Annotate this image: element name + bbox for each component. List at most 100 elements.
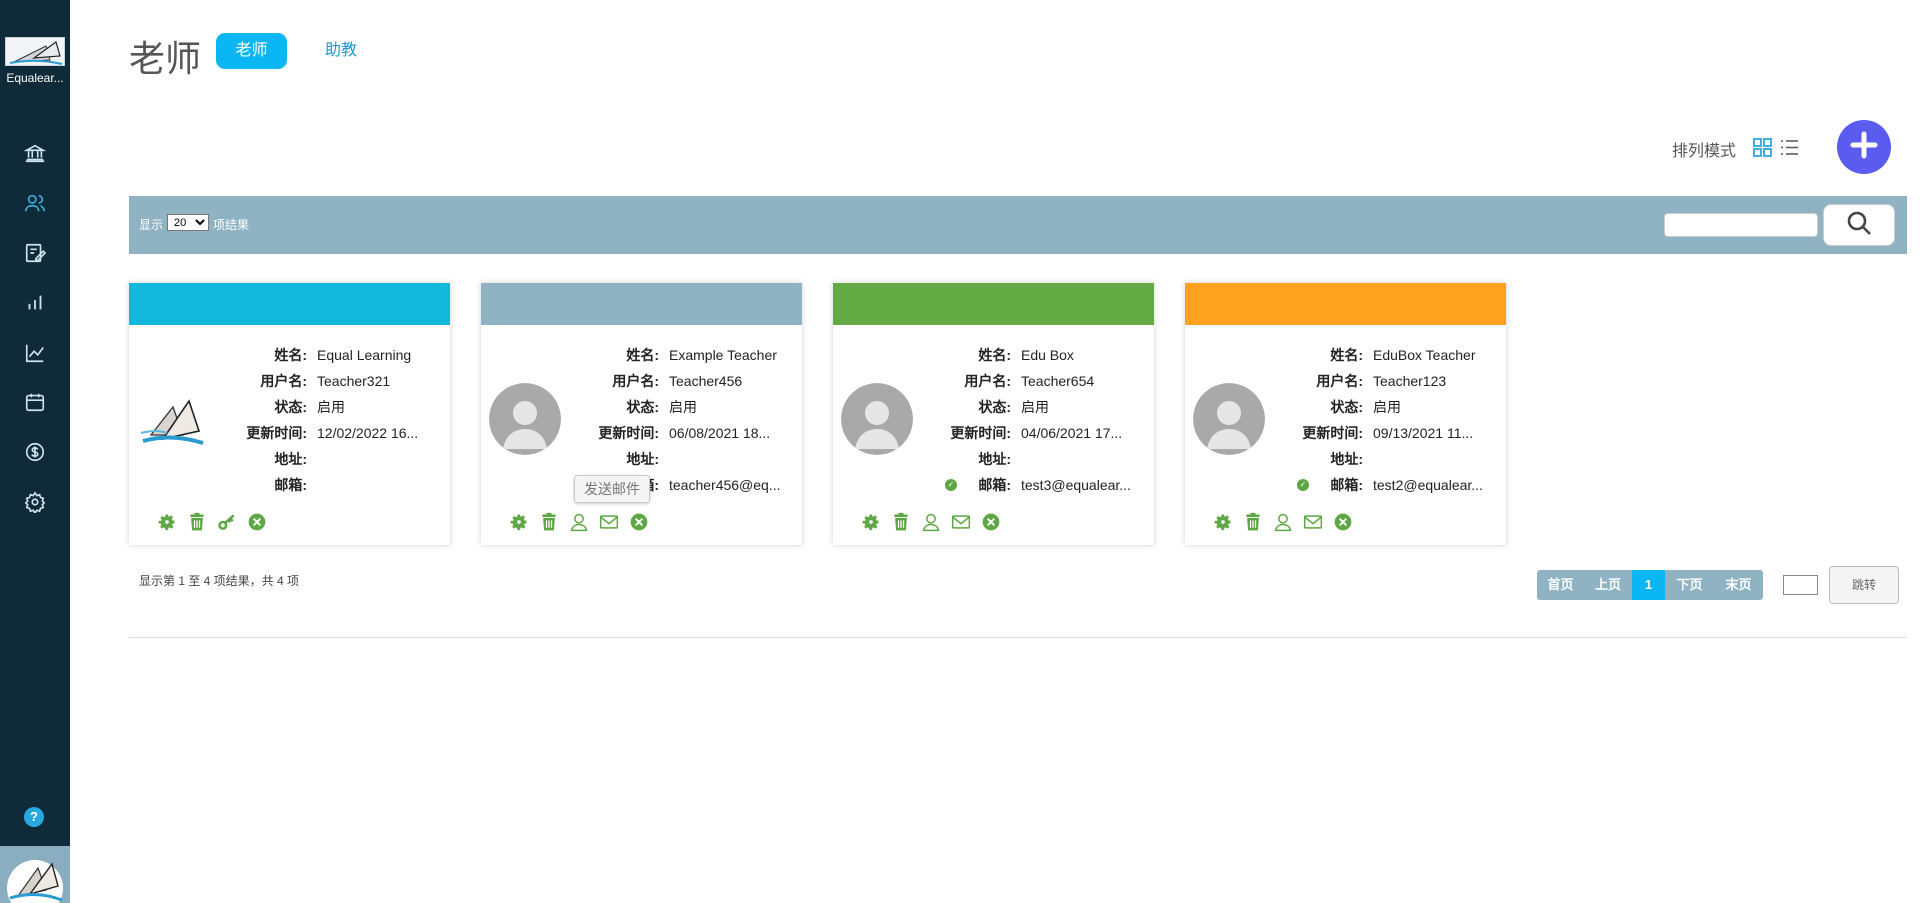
calendar-icon[interactable] — [21, 388, 49, 416]
field-updated: 更新时间: 06/08/2021 18... — [481, 422, 802, 444]
page-jump-input[interactable] — [1783, 575, 1818, 595]
settings-icon[interactable] — [21, 488, 49, 516]
field-value: Example Teacher — [669, 347, 777, 363]
result-label: 项结果 — [213, 218, 250, 232]
trash-icon[interactable] — [539, 512, 559, 532]
page-last[interactable]: 末页 — [1725, 577, 1752, 592]
field-label: 地址: — [978, 451, 1011, 467]
field-value: 启用 — [1021, 399, 1049, 415]
page-current[interactable]: 1 — [1632, 570, 1665, 600]
teacher-card[interactable]: 姓名: Edu Box 用户名: Teacher654 状态: 启用 更新时间: 04/06/… — [833, 283, 1154, 545]
sidebar: Equalear... ? — [0, 0, 70, 903]
search-icon — [1845, 209, 1873, 242]
field-name: 姓名: Edu Box — [833, 344, 1154, 366]
field-label: 状态: — [978, 399, 1011, 415]
field-label: 邮箱: — [978, 477, 1011, 493]
field-value: Teacher321 — [317, 373, 391, 389]
field-value: 04/06/2021 17... — [1021, 425, 1123, 441]
field-value: test2@equalear... — [1373, 477, 1483, 493]
close-circle-icon[interactable] — [629, 512, 649, 532]
field-address: 地址: — [129, 448, 450, 470]
verified-icon: ✓ — [1297, 479, 1309, 491]
bank-icon[interactable] — [21, 139, 49, 167]
user-avatar[interactable] — [0, 846, 70, 903]
field-value: teacher456@eq... — [669, 477, 781, 493]
user-icon[interactable] — [1273, 512, 1293, 532]
close-circle-icon[interactable] — [1333, 512, 1353, 532]
field-label: 更新时间: — [1302, 425, 1363, 441]
mail-icon[interactable] — [951, 512, 971, 532]
grid-view-icon[interactable] — [1753, 138, 1772, 157]
field-label: 姓名: — [626, 347, 659, 363]
show-label: 显示 — [139, 218, 164, 232]
field-email: 邮箱: — [129, 474, 450, 496]
bar-chart-icon[interactable] — [21, 288, 49, 316]
card-color-band — [833, 283, 1154, 325]
field-label: 用户名: — [612, 373, 659, 389]
field-name: 姓名: Equal Learning — [129, 344, 450, 366]
list-view-icon[interactable] — [1780, 138, 1799, 157]
field-username: 用户名: Teacher321 — [129, 370, 450, 392]
card-color-band — [1185, 283, 1506, 325]
teacher-avatar — [137, 383, 209, 455]
field-name: 姓名: Example Teacher — [481, 344, 802, 366]
app-logo[interactable] — [5, 37, 65, 66]
close-circle-icon[interactable] — [247, 512, 267, 532]
field-value: Teacher123 — [1373, 373, 1447, 389]
gear-icon[interactable] — [157, 512, 177, 532]
user-icon[interactable] — [921, 512, 941, 532]
teacher-card[interactable]: 姓名: Example Teacher 用户名: Teacher456 状态: 启用 更新时… — [481, 283, 802, 545]
page-title: 老师 — [129, 38, 202, 79]
field-value: Equal Learning — [317, 347, 412, 363]
help-icon[interactable]: ? — [24, 807, 44, 827]
field-label: 更新时间: — [950, 425, 1011, 441]
add-button[interactable] — [1837, 120, 1891, 174]
mail-icon[interactable] — [599, 512, 619, 532]
field-label: 邮箱: — [1330, 477, 1363, 493]
field-updated: 更新时间: 09/13/2021 11... — [1185, 422, 1506, 444]
gear-icon[interactable] — [509, 512, 529, 532]
field-username: 用户名: Teacher654 — [833, 370, 1154, 392]
field-value: 06/08/2021 18... — [669, 425, 771, 441]
page-prev[interactable]: 上页 — [1594, 577, 1621, 592]
gear-icon[interactable] — [1213, 512, 1233, 532]
card-actions — [861, 511, 1001, 533]
user-icon[interactable] — [569, 512, 589, 532]
trash-icon[interactable] — [187, 512, 207, 532]
edit-icon[interactable] — [21, 239, 49, 267]
search-button[interactable] — [1823, 204, 1895, 246]
field-label: 用户名: — [964, 373, 1011, 389]
search-input[interactable] — [1664, 213, 1818, 237]
users-icon[interactable] — [21, 189, 49, 217]
page-next[interactable]: 下页 — [1676, 577, 1703, 592]
teacher-avatar — [489, 383, 561, 455]
trash-icon[interactable] — [1243, 512, 1263, 532]
page-first[interactable]: 首页 — [1547, 577, 1574, 592]
field-value: 12/02/2022 16... — [317, 425, 419, 441]
card-color-band — [129, 283, 450, 325]
field-address: 地址: — [1185, 448, 1506, 470]
field-label: 状态: — [626, 399, 659, 415]
line-chart-icon[interactable] — [21, 339, 49, 367]
tab-teacher[interactable]: 老师 — [216, 33, 287, 69]
teacher-card[interactable]: 姓名: Equal Learning 用户名: Teacher321 状态: 启用 更新时间… — [129, 283, 450, 545]
dollar-icon[interactable] — [21, 438, 49, 466]
trash-icon[interactable] — [891, 512, 911, 532]
mail-icon[interactable] — [1303, 512, 1323, 532]
page-size-select[interactable]: 20 — [167, 214, 209, 231]
page-jump-button[interactable]: 跳转 — [1829, 566, 1899, 604]
card-actions — [509, 511, 649, 533]
tab-assistant[interactable]: 助教 — [324, 42, 357, 59]
field-label: 邮箱: — [274, 477, 307, 493]
close-circle-icon[interactable] — [981, 512, 1001, 532]
field-value: Teacher456 — [669, 373, 743, 389]
key-icon[interactable] — [217, 512, 237, 532]
field-label: 用户名: — [1316, 373, 1363, 389]
table-toolbar: 显示 20 项结果 — [129, 196, 1907, 254]
pagination: 首页 上页 1 下页 末页 — [1537, 570, 1763, 600]
gear-icon[interactable] — [861, 512, 881, 532]
field-label: 状态: — [274, 399, 307, 415]
field-value: 启用 — [317, 399, 345, 415]
field-label: 地址: — [274, 451, 307, 467]
teacher-card[interactable]: 姓名: EduBox Teacher 用户名: Teacher123 状态: 启用 更新时间… — [1185, 283, 1506, 545]
